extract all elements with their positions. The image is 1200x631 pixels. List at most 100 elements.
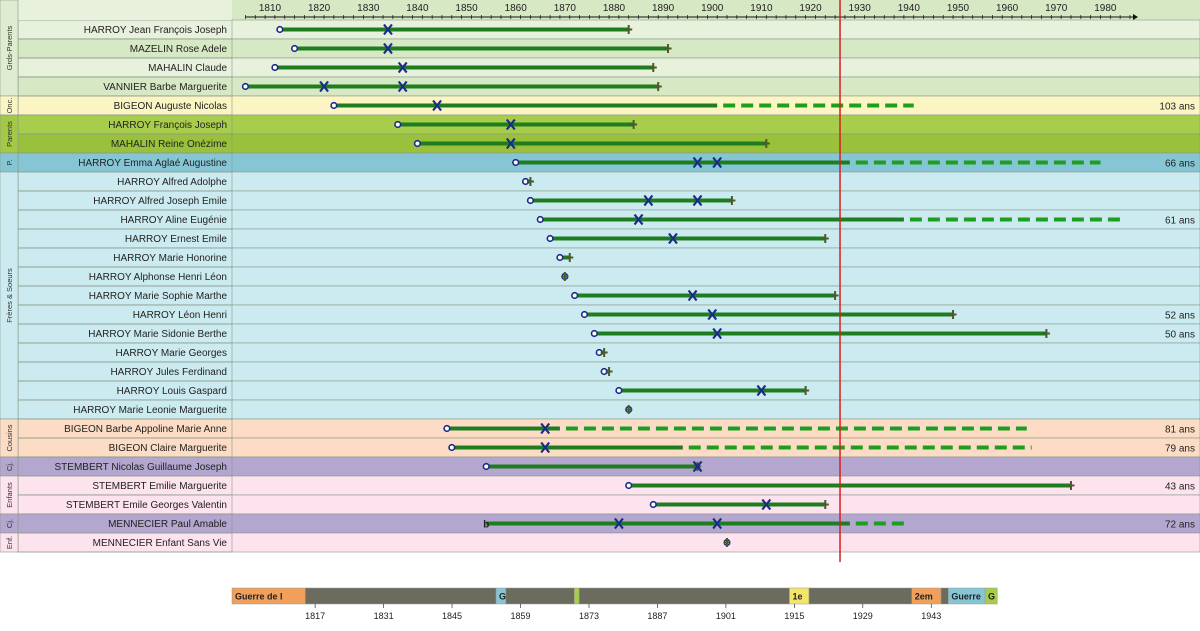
axis-arrow xyxy=(1133,14,1138,20)
axis-tick-label: 1970 xyxy=(1045,3,1068,14)
event-x-mark xyxy=(505,118,516,131)
axis-tick-label: 1830 xyxy=(357,3,380,14)
group-label: Enf. xyxy=(5,536,14,549)
birth-circle xyxy=(241,82,250,91)
axis-tick-label: 1900 xyxy=(701,3,724,14)
axis-tick-label: 1960 xyxy=(996,3,1019,14)
death-cross xyxy=(649,63,657,72)
axis-tick-label: 1810 xyxy=(259,3,282,14)
person-name: HARROY Ernest Emile xyxy=(125,234,228,245)
person-name: HARROY Marie Leonie Marguerite xyxy=(73,405,227,416)
person-name: HARROY François Joseph xyxy=(108,120,227,131)
event-x-mark xyxy=(397,61,408,74)
event-segment-label: G xyxy=(499,592,506,602)
event-x-mark xyxy=(692,156,703,169)
birth-circle xyxy=(526,196,535,205)
timeline-rows: HARROY Jean François Joseph MAZELIN Rose … xyxy=(0,0,1200,553)
axis-tick-label: 1980 xyxy=(1094,3,1117,14)
person-name: HARROY Aline Eugénie xyxy=(120,215,227,226)
birth-marker: b xyxy=(483,520,489,531)
person-name: HARROY Jules Ferdinand xyxy=(110,367,227,378)
birth-circle xyxy=(571,291,579,300)
event-x-mark xyxy=(643,194,654,207)
death-cross xyxy=(625,25,633,34)
birth-circle xyxy=(580,310,589,319)
event-segment xyxy=(305,587,497,605)
death-cross xyxy=(802,386,810,395)
event-tick-label: 1831 xyxy=(374,611,394,621)
person-name: MENNECIER Paul Amable xyxy=(108,519,227,530)
person-name: MAHALIN Reine Onézime xyxy=(111,139,228,150)
event-x-mark xyxy=(692,194,703,207)
event-segment xyxy=(505,587,575,605)
death-cross xyxy=(831,291,839,300)
event-tick-label: 1915 xyxy=(784,611,804,621)
birth-circle xyxy=(625,481,633,490)
event-x-mark xyxy=(712,517,723,530)
death-cross xyxy=(630,120,638,129)
event-tick-label: 1859 xyxy=(510,611,530,621)
birth-circle xyxy=(276,25,284,34)
axis-tick-label: 1820 xyxy=(308,3,331,14)
event-x-mark xyxy=(319,80,329,93)
death-cross xyxy=(728,196,736,205)
birth-circle xyxy=(512,158,520,167)
axis-tick-label: 1850 xyxy=(455,3,478,14)
death-cross xyxy=(762,139,770,148)
group-label: Grds-Parents xyxy=(5,25,14,70)
person-name: HARROY Emma Aglaé Augustine xyxy=(78,158,227,169)
death-cross xyxy=(625,405,633,414)
age-label: 79 ans xyxy=(1165,444,1195,455)
person-name: HARROY Louis Gaspard xyxy=(117,386,227,397)
axis-tick-label: 1920 xyxy=(799,3,822,14)
death-cross xyxy=(600,348,608,357)
event-tick-label: 1901 xyxy=(716,611,736,621)
group-cell xyxy=(0,532,19,553)
event-segment-label: 2em xyxy=(915,592,933,602)
person-name: HARROY Léon Henri xyxy=(133,310,227,321)
historical-events-bar: Guerre de l G 1e 2em Guerre G 1817 1831 1845 1859… xyxy=(231,587,998,621)
event-segment-label: G xyxy=(988,592,995,602)
age-label: 61 ans xyxy=(1165,216,1195,227)
age-label: 66 ans xyxy=(1165,159,1195,170)
event-x-mark xyxy=(383,23,393,36)
age-label: 50 ans xyxy=(1165,330,1195,341)
event-x-mark xyxy=(761,498,772,511)
birth-circle xyxy=(443,424,451,433)
axis-tick-label: 1950 xyxy=(947,3,970,14)
birth-circle xyxy=(413,139,422,148)
death-cross xyxy=(1067,481,1075,490)
event-x-mark xyxy=(614,517,624,530)
age-label: 103 ans xyxy=(1159,102,1195,113)
group-label: P. xyxy=(5,159,14,165)
header-band xyxy=(0,0,1200,20)
event-x-mark xyxy=(712,327,723,340)
year-axis: 1810 1820 1830 1840 1850 1860 1870 1880 1890 1900… xyxy=(245,3,1138,20)
death-cross xyxy=(1042,329,1050,338)
event-segment xyxy=(984,587,998,605)
birth-circle xyxy=(536,215,544,224)
death-cross xyxy=(821,500,829,509)
event-segment xyxy=(578,587,790,605)
person-name: HARROY Marie Georges xyxy=(115,348,227,359)
birth-circle xyxy=(394,120,402,129)
axis-tick-label: 1870 xyxy=(554,3,577,14)
death-cross xyxy=(605,367,613,376)
birth-circle xyxy=(556,253,564,262)
death-cross xyxy=(723,538,731,547)
event-x-mark xyxy=(540,422,551,435)
event-tick-label: 1887 xyxy=(647,611,667,621)
death-cross xyxy=(526,177,534,186)
event-segment xyxy=(808,587,912,605)
age-label: 43 ans xyxy=(1165,482,1195,493)
person-name: HARROY Marie Sophie Marthe xyxy=(89,291,228,302)
event-segment xyxy=(574,587,580,605)
group-label: Cousins xyxy=(5,424,14,451)
axis-tick-label: 1880 xyxy=(603,3,626,14)
group-labels: Grds-Parents Onc. Parents P. Frères & Soeurs… xyxy=(0,0,19,553)
header-name-cell xyxy=(18,0,232,20)
person-name: HARROY Marie Honorine xyxy=(113,253,227,264)
event-tick-label: 1845 xyxy=(442,611,462,621)
birth-circle xyxy=(448,443,456,452)
death-cross xyxy=(949,310,957,319)
